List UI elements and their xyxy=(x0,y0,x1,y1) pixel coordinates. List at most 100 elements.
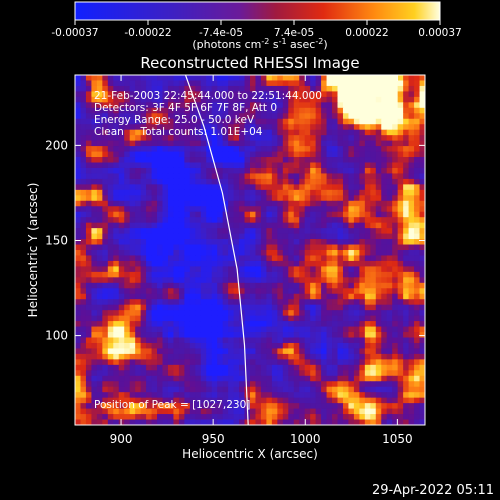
heatmap-cell xyxy=(332,403,338,409)
heatmap-cell xyxy=(304,326,311,333)
heatmap-cell xyxy=(342,375,349,382)
heatmap-cell xyxy=(151,370,158,377)
heatmap-cell xyxy=(135,282,142,289)
heatmap-cell xyxy=(282,151,289,158)
heatmap-cell xyxy=(113,293,120,300)
heatmap-cell xyxy=(157,96,163,103)
heatmap-cell xyxy=(326,381,333,388)
heatmap-cell xyxy=(364,332,371,338)
heatmap-cell xyxy=(146,217,152,224)
heatmap-cell xyxy=(124,102,131,109)
heatmap-cell xyxy=(375,217,382,224)
heatmap-cell xyxy=(113,146,120,152)
heatmap-cell xyxy=(151,167,158,174)
heatmap-cell xyxy=(348,140,355,147)
heatmap-cell xyxy=(375,85,382,92)
heatmap-cell xyxy=(419,359,425,366)
heatmap-cell xyxy=(359,255,366,262)
heatmap-cell xyxy=(255,282,262,289)
heatmap-cell xyxy=(167,124,174,131)
heatmap-cell xyxy=(200,381,207,388)
heatmap-cell xyxy=(282,135,289,142)
heatmap-cell xyxy=(381,293,388,300)
heatmap-cell xyxy=(337,173,344,180)
heatmap-cell xyxy=(211,337,218,344)
heatmap-cell xyxy=(260,167,267,174)
heatmap-cell xyxy=(337,211,344,218)
heatmap-cell xyxy=(386,326,393,333)
heatmap-cell xyxy=(118,375,125,382)
heatmap-cell xyxy=(326,315,333,322)
heatmap-cell xyxy=(118,206,125,213)
heatmap-cell xyxy=(178,206,185,213)
heatmap-cell xyxy=(135,271,142,278)
heatmap-cell xyxy=(321,250,327,256)
heatmap-cell xyxy=(167,408,174,415)
heatmap-cell xyxy=(353,140,360,147)
heatmap-cell xyxy=(403,364,409,371)
heatmap-cell xyxy=(304,135,311,142)
heatmap-cell xyxy=(184,250,191,256)
heatmap-cell xyxy=(233,370,240,377)
heatmap-cell xyxy=(299,310,306,317)
heatmap-cell xyxy=(206,304,213,311)
heatmap-cell xyxy=(162,359,169,366)
heatmap-cell xyxy=(195,167,202,174)
heatmap-cell xyxy=(206,282,213,289)
heatmap-cell xyxy=(96,195,103,202)
heatmap-cell xyxy=(233,211,240,218)
heatmap-cell xyxy=(146,211,152,218)
heatmap-cell xyxy=(348,217,355,224)
heatmap-cell xyxy=(118,381,125,388)
heatmap-cell xyxy=(206,239,213,245)
heatmap-cell xyxy=(200,200,207,207)
heatmap-cell xyxy=(288,113,295,120)
heatmap-cell xyxy=(80,392,87,399)
heatmap-cell xyxy=(348,397,355,404)
heatmap-cell xyxy=(419,222,425,229)
heatmap-cell xyxy=(80,381,87,388)
heatmap-cell xyxy=(304,75,311,81)
heatmap-cell xyxy=(277,162,284,169)
heatmap-cell xyxy=(189,228,196,234)
heatmap-cell xyxy=(157,167,163,174)
heatmap-cell xyxy=(206,299,213,306)
heatmap-cell xyxy=(408,337,415,344)
heatmap-cell xyxy=(195,282,202,289)
heatmap-cell xyxy=(381,266,388,273)
heatmap-cell xyxy=(124,250,131,256)
heatmap-cell xyxy=(222,167,229,174)
heatmap-cell xyxy=(80,96,87,103)
heatmap-cell xyxy=(293,217,300,224)
heatmap-cell xyxy=(167,91,174,98)
heatmap-cell xyxy=(271,167,278,174)
heatmap-cell xyxy=(157,277,163,284)
heatmap-cell xyxy=(211,408,218,415)
heatmap-cell xyxy=(162,381,169,388)
heatmap-cell xyxy=(75,140,81,147)
heatmap-cell xyxy=(332,167,338,174)
heatmap-cell xyxy=(206,419,213,425)
heatmap-cell xyxy=(342,124,349,131)
heatmap-cell xyxy=(146,353,152,360)
heatmap-cell xyxy=(102,75,109,81)
heatmap-cell xyxy=(85,386,92,393)
heatmap-cell xyxy=(118,288,125,295)
heatmap-cell xyxy=(337,288,344,295)
heatmap-cell xyxy=(80,266,87,273)
heatmap-cell xyxy=(211,250,218,256)
heatmap-cell xyxy=(337,310,344,317)
heatmap-cell xyxy=(228,85,234,92)
heatmap-cell xyxy=(178,342,185,349)
heatmap-cell xyxy=(299,282,306,289)
heatmap-cell xyxy=(381,173,388,180)
heatmap-cell xyxy=(304,332,311,338)
heatmap-cell xyxy=(244,370,251,377)
heatmap-cell xyxy=(184,167,191,174)
heatmap-cell xyxy=(282,282,289,289)
heatmap-cell xyxy=(255,353,262,360)
heatmap-cell xyxy=(386,277,393,284)
heatmap-cell xyxy=(293,315,300,322)
heatmap-cell xyxy=(326,96,333,103)
heatmap-cell xyxy=(206,386,213,393)
